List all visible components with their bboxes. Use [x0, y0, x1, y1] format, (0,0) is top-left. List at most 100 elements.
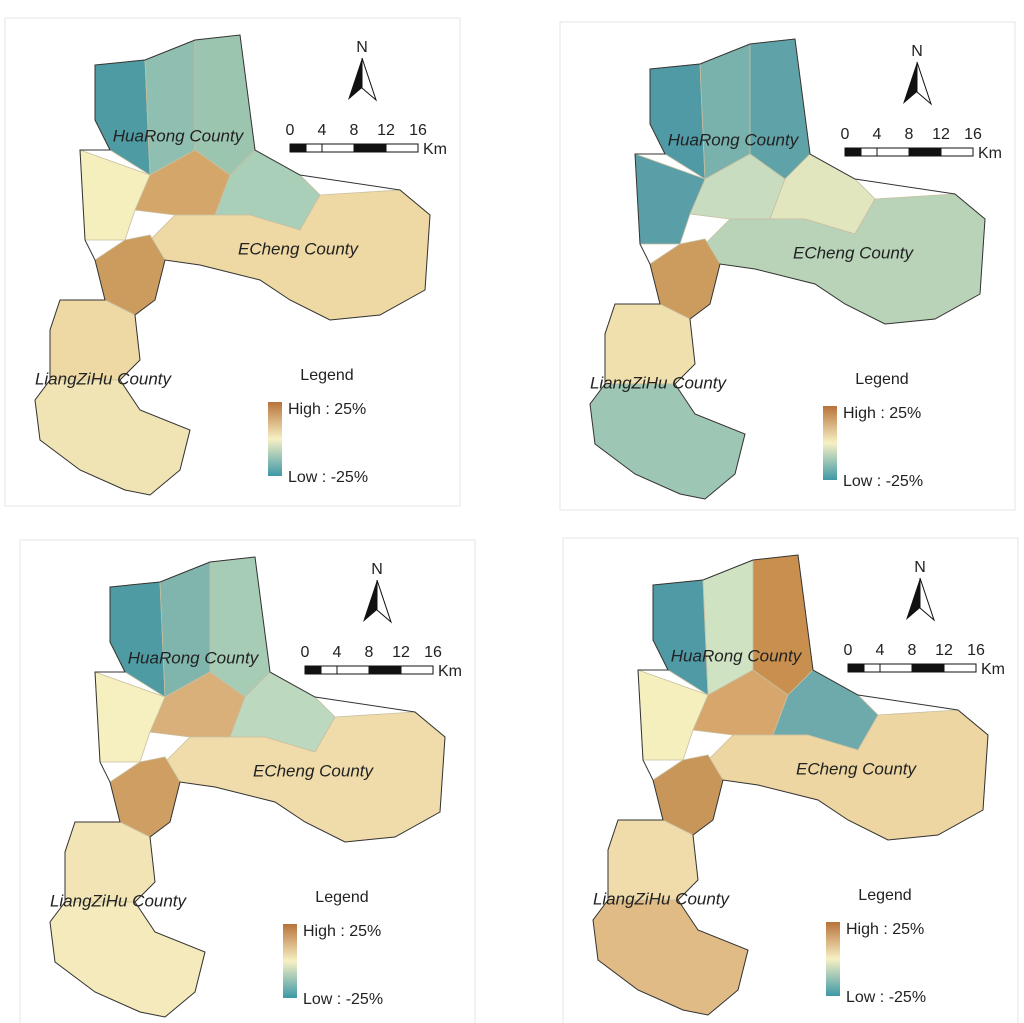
county-label: HuaRong County [128, 648, 260, 667]
scale-segment [385, 143, 419, 153]
panel-frame [19, 539, 476, 1023]
legend-high: High : 25% [288, 401, 366, 418]
legend-ramp [826, 922, 840, 996]
legend-high: High : 25% [303, 923, 381, 940]
district [49, 299, 141, 381]
county-label: ECheng County [253, 761, 375, 780]
scale-segment [879, 663, 913, 673]
scale-tick-label: 12 [377, 122, 395, 139]
county-label: LiangZiHu County [590, 373, 728, 392]
county-label: HuaRong County [671, 646, 803, 665]
north-arrow [906, 578, 920, 620]
legend-low: Low : -25% [843, 473, 923, 490]
district [589, 383, 746, 500]
district [749, 38, 811, 180]
district [604, 303, 696, 385]
county-label: LiangZiHu County [593, 889, 731, 908]
scale-segment [320, 665, 338, 675]
legend-ramp [823, 406, 837, 480]
district [109, 581, 166, 698]
scale-segment [940, 147, 974, 157]
county-label: LiangZiHu County [35, 369, 173, 388]
county-label: HuaRong County [113, 126, 245, 145]
north-label: N [911, 43, 923, 60]
map-panel: HuaRong County ECheng County LiangZiHu Cou… [562, 537, 1019, 1023]
scale-segment [304, 665, 322, 675]
north-arrow [919, 577, 936, 622]
north-arrow [903, 62, 917, 104]
map-panel: HuaRong County ECheng County LiangZiHu Cou… [559, 21, 1016, 511]
legend-ramp [283, 924, 297, 998]
legend-title: Legend [300, 367, 353, 384]
scale-tick-label: 0 [301, 644, 310, 661]
scale-tick-label: 12 [935, 642, 953, 659]
scale-tick-label: 16 [409, 122, 427, 139]
scale-segment [321, 143, 355, 153]
county-label: HuaRong County [668, 130, 800, 149]
north-arrow [361, 57, 378, 102]
scale-unit: Km [978, 145, 1002, 162]
north-arrow [916, 61, 933, 106]
county-boundary [589, 38, 986, 500]
scale-segment [353, 143, 387, 153]
scale-unit: Km [423, 141, 447, 158]
county-label: ECheng County [238, 239, 360, 258]
scale-tick-label: 0 [286, 122, 295, 139]
scale-tick-label: 0 [844, 642, 853, 659]
scale-tick-label: 4 [333, 644, 342, 661]
district [94, 59, 151, 176]
scale-segment [863, 663, 881, 673]
scale-segment [400, 665, 434, 675]
north-arrow [348, 58, 362, 100]
scale-tick-label: 8 [908, 642, 917, 659]
scale-tick-label: 8 [365, 644, 374, 661]
legend-high: High : 25% [846, 921, 924, 938]
north-label: N [356, 39, 368, 56]
scale-tick-label: 0 [841, 126, 850, 143]
map-panel: HuaRong County ECheng County LiangZiHu Cou… [4, 17, 461, 507]
scale-segment [860, 147, 878, 157]
panel-frame [559, 21, 1016, 511]
district [652, 579, 709, 696]
scale-unit: Km [981, 661, 1005, 678]
district [49, 901, 206, 1018]
scale-tick-label: 12 [932, 126, 950, 143]
scale-tick-label: 16 [964, 126, 982, 143]
scale-tick-label: 8 [350, 122, 359, 139]
scale-tick-label: 4 [318, 122, 327, 139]
legend-title: Legend [858, 887, 911, 904]
district [752, 554, 814, 696]
scale-tick-label: 8 [905, 126, 914, 143]
scale-tick-label: 16 [424, 644, 442, 661]
scale-tick-label: 12 [392, 644, 410, 661]
county-label: LiangZiHu County [50, 891, 188, 910]
scale-segment [847, 663, 865, 673]
scale-segment [943, 663, 977, 673]
scale-segment [289, 143, 307, 153]
county-boundary [34, 34, 431, 496]
north-label: N [371, 561, 383, 578]
scale-segment [876, 147, 910, 157]
scale-tick-label: 16 [967, 642, 985, 659]
scale-segment [908, 147, 942, 157]
legend-low: Low : -25% [288, 469, 368, 486]
district [34, 379, 191, 496]
north-label: N [914, 559, 926, 576]
panel-frame [562, 537, 1019, 1023]
district [209, 556, 271, 698]
legend-title: Legend [855, 371, 908, 388]
north-arrow [376, 579, 393, 624]
panel-frame [4, 17, 461, 507]
scale-segment [844, 147, 862, 157]
legend-title: Legend [315, 889, 368, 906]
scale-segment [336, 665, 370, 675]
legend-high: High : 25% [843, 405, 921, 422]
district [64, 821, 156, 903]
scale-unit: Km [438, 663, 462, 680]
district [649, 63, 706, 180]
county-label: ECheng County [793, 243, 915, 262]
district [194, 34, 256, 176]
scale-segment [368, 665, 402, 675]
legend-low: Low : -25% [303, 991, 383, 1008]
